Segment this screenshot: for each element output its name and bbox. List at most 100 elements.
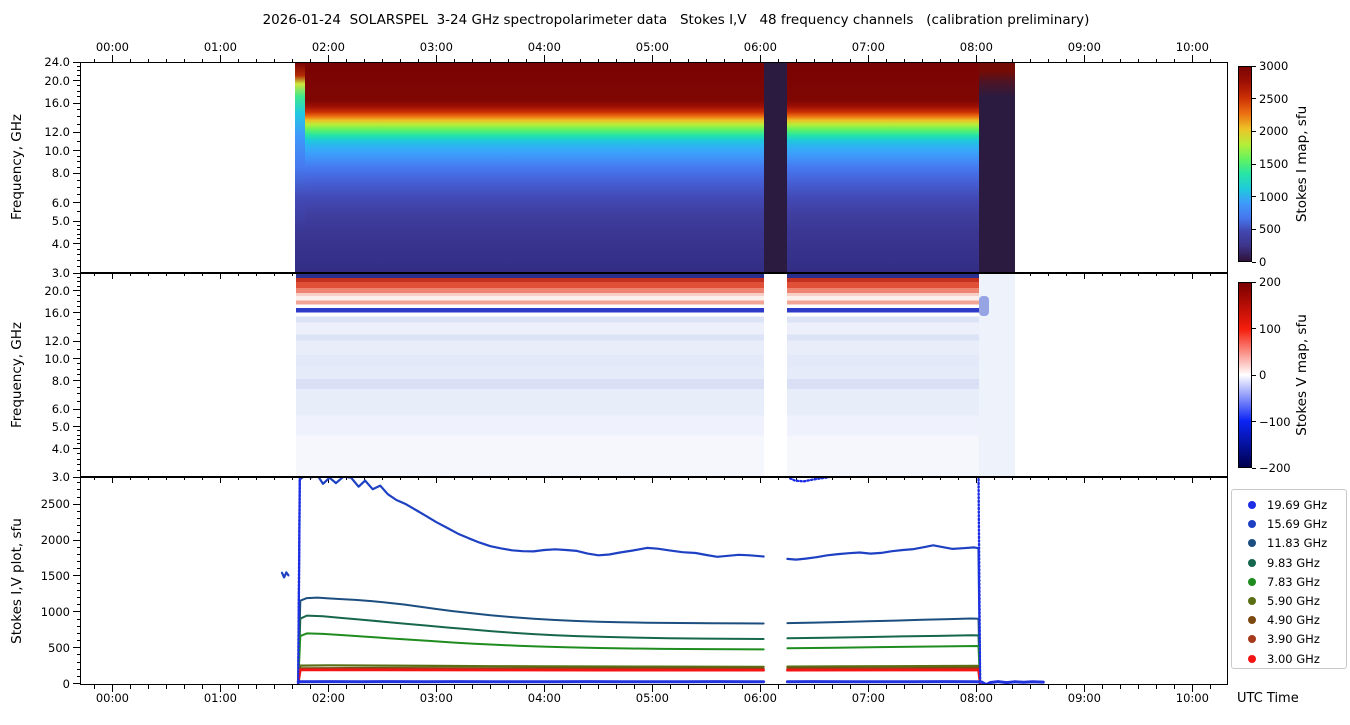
x-tick-label-bottom: 06:00 xyxy=(743,691,777,705)
x-minor-tick-inner xyxy=(147,477,149,480)
x-minor-tick-inner xyxy=(831,477,833,480)
flux-major-tick xyxy=(73,503,80,505)
x-minor-tick-top xyxy=(201,58,203,62)
flux-minor-tick xyxy=(76,525,80,527)
freq-minor-tick xyxy=(76,470,80,472)
plot-title: 2026-01-24 SOLARSPEL 3-24 GHz spectropol… xyxy=(262,12,1090,28)
legend-marker-icon xyxy=(1248,635,1256,644)
flux-minor-tick xyxy=(76,553,80,555)
freq-minor-tick xyxy=(76,417,80,419)
x-tick-label-bottom: 07:00 xyxy=(851,691,885,705)
stokes-i-map-image xyxy=(295,63,1016,272)
x-minor-tick-inner xyxy=(273,477,275,480)
x-tick-label-top: 09:00 xyxy=(1067,40,1101,54)
x-major-tick-bottom xyxy=(435,685,437,692)
flux-minor-tick xyxy=(76,582,80,584)
x-minor-tick-top xyxy=(723,58,725,62)
freq-minor-tick xyxy=(76,65,80,67)
x-minor-tick-inner xyxy=(129,477,131,480)
freq-minor-tick xyxy=(76,458,80,460)
freq-minor-tick xyxy=(76,265,80,267)
x-minor-tick-top xyxy=(363,58,365,62)
x-minor-tick-inner xyxy=(1011,477,1013,480)
freq-minor-tick xyxy=(76,285,80,287)
x-minor-tick-top xyxy=(831,58,833,62)
freq-tick-label: 6.0 xyxy=(51,402,70,416)
x-minor-tick-inner xyxy=(1137,477,1139,480)
freq-tick-label: 24.0 xyxy=(44,55,70,69)
legend-item: 7.83 GHz xyxy=(1232,572,1346,591)
freq-minor-tick xyxy=(76,400,80,402)
x-minor-tick-inner xyxy=(579,477,581,480)
x-tick-label-top: 10:00 xyxy=(1175,40,1209,54)
freq-minor-tick xyxy=(76,96,80,98)
x-major-tick-inner xyxy=(435,477,437,483)
freq-minor-tick xyxy=(76,281,80,283)
x-minor-tick-inner xyxy=(957,477,959,480)
freq-tick-label: 5.0 xyxy=(51,214,70,229)
colorbar-stokes-i xyxy=(1238,66,1252,262)
x-minor-tick-top xyxy=(993,58,995,62)
x-minor-tick-inner xyxy=(93,273,95,276)
x-minor-tick-bottom xyxy=(795,685,797,689)
x-major-tick-inner xyxy=(651,477,653,483)
x-minor-tick-inner xyxy=(291,273,293,276)
curve-9-83-ghz xyxy=(786,634,982,684)
x-minor-tick-inner xyxy=(903,477,905,480)
freq-minor-tick xyxy=(76,318,80,320)
x-minor-tick-bottom xyxy=(309,685,311,689)
flux-minor-tick xyxy=(76,604,80,606)
legend-label: 5.90 GHz xyxy=(1267,594,1320,608)
freq-minor-tick xyxy=(76,253,80,255)
x-major-tick-bottom xyxy=(1083,685,1085,692)
x-minor-tick-top xyxy=(1065,58,1067,62)
y-axis-label-stokes-v-map: Frequency, GHz xyxy=(9,321,25,429)
flux-minor-tick xyxy=(76,489,80,491)
colorbar-tick xyxy=(1252,374,1256,376)
colorbar-tick xyxy=(1252,228,1256,230)
x-minor-tick-bottom xyxy=(255,685,257,689)
legend: 19.69 GHz 15.69 GHz 11.83 GHz 9.83 GHz 7.83 … xyxy=(1231,489,1347,669)
legend-label: 15.69 GHz xyxy=(1267,517,1328,532)
freq-tick-label: 8.0 xyxy=(51,166,70,181)
legend-marker-icon xyxy=(1248,501,1256,509)
x-minor-tick-bottom xyxy=(579,685,581,689)
x-minor-tick-inner xyxy=(561,477,563,480)
freq-major-tick xyxy=(73,220,80,222)
x-minor-tick-top xyxy=(1137,58,1139,62)
x-tick-label-bottom: 04:00 xyxy=(527,691,561,705)
x-minor-tick-inner xyxy=(381,477,383,480)
x-minor-tick-bottom xyxy=(1155,685,1157,689)
x-minor-tick-inner xyxy=(1209,273,1211,276)
x-major-tick-bottom xyxy=(1191,685,1193,692)
x-tick-label-top: 07:00 xyxy=(851,40,885,54)
x-minor-tick-bottom xyxy=(345,685,347,689)
x-minor-tick-top xyxy=(939,58,941,62)
x-minor-tick-bottom xyxy=(939,685,941,689)
colorbar-tick-label: 100 xyxy=(1259,321,1281,336)
colorbar-tick xyxy=(1252,328,1256,329)
x-minor-tick-inner xyxy=(1065,477,1067,480)
x-minor-tick-bottom xyxy=(399,685,401,689)
x-major-tick-top xyxy=(651,55,653,62)
legend-marker-icon xyxy=(1248,616,1256,625)
x-minor-tick-top xyxy=(795,58,797,62)
freq-tick-label: 4.0 xyxy=(51,441,70,456)
x-tick-label-bottom: 09:00 xyxy=(1067,691,1101,705)
x-major-tick-bottom xyxy=(219,685,221,692)
x-minor-tick-inner xyxy=(1065,273,1067,276)
colorbar-tick xyxy=(1252,261,1256,263)
x-minor-tick-top xyxy=(165,58,167,62)
freq-tick-label: 3.0 xyxy=(51,266,70,280)
x-minor-tick-inner xyxy=(1209,477,1211,480)
freq-major-tick xyxy=(73,131,80,133)
x-tick-label-top: 03:00 xyxy=(419,40,453,54)
x-minor-tick-bottom xyxy=(903,685,905,689)
freq-minor-tick xyxy=(76,430,80,432)
x-minor-tick-top xyxy=(273,58,275,62)
x-minor-tick-bottom xyxy=(381,685,383,689)
flux-minor-tick xyxy=(76,668,80,670)
stokes-i-map-data-gap xyxy=(763,63,788,272)
x-minor-tick-inner xyxy=(507,477,509,480)
x-major-tick-top xyxy=(1191,55,1193,62)
